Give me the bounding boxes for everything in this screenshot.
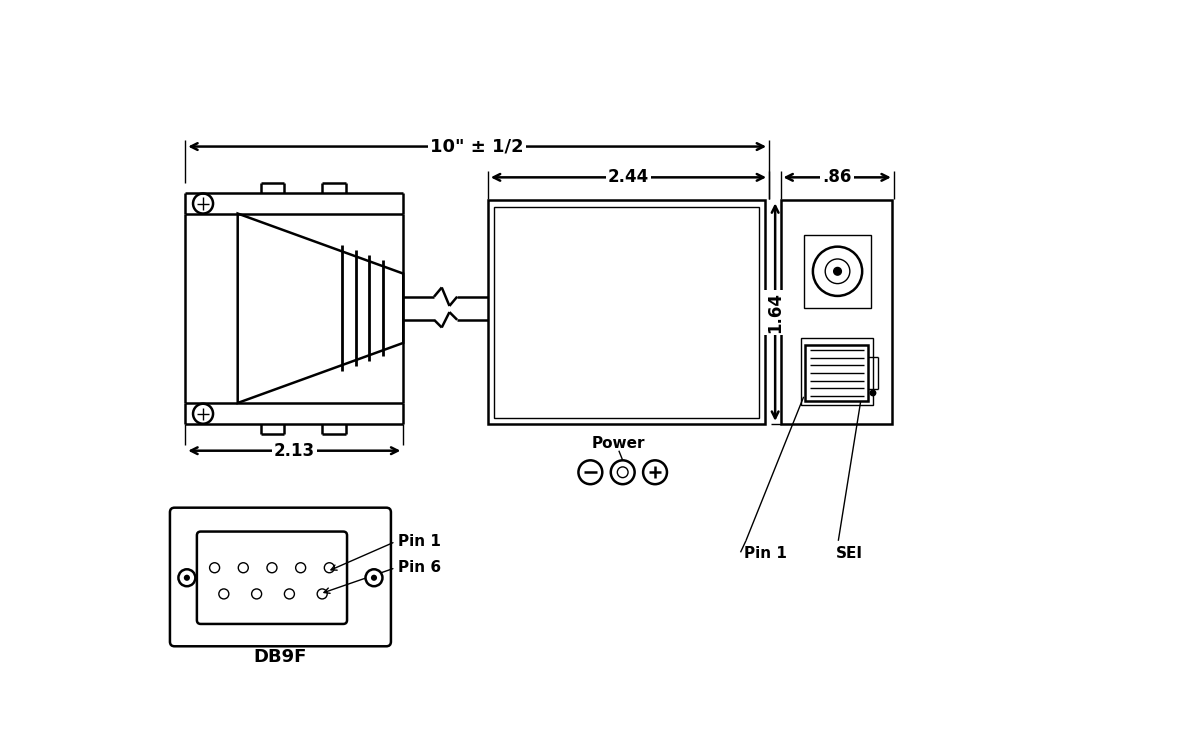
Text: 1.64: 1.64 — [766, 292, 784, 332]
Text: DB9F: DB9F — [253, 648, 307, 666]
Circle shape — [371, 575, 377, 581]
Circle shape — [834, 267, 841, 275]
Circle shape — [179, 569, 196, 586]
Text: 2.44: 2.44 — [608, 169, 649, 186]
FancyBboxPatch shape — [170, 508, 391, 646]
Text: 2.13: 2.13 — [274, 442, 314, 460]
Text: 10" ± 1/2: 10" ± 1/2 — [431, 138, 524, 155]
Circle shape — [870, 389, 876, 397]
Text: Pin 1: Pin 1 — [744, 546, 786, 562]
Text: Pin 6: Pin 6 — [398, 560, 440, 575]
Circle shape — [366, 569, 383, 586]
Circle shape — [812, 246, 862, 296]
Text: Pin 1: Pin 1 — [398, 534, 440, 549]
Bar — [805, 345, 869, 400]
Bar — [494, 206, 758, 417]
Bar — [780, 201, 893, 424]
Text: Power: Power — [592, 436, 646, 451]
Bar — [488, 201, 766, 424]
Bar — [804, 235, 871, 309]
Bar — [800, 337, 872, 406]
Text: .86: .86 — [822, 169, 852, 186]
Text: SEI: SEI — [836, 546, 863, 562]
Circle shape — [184, 575, 190, 581]
